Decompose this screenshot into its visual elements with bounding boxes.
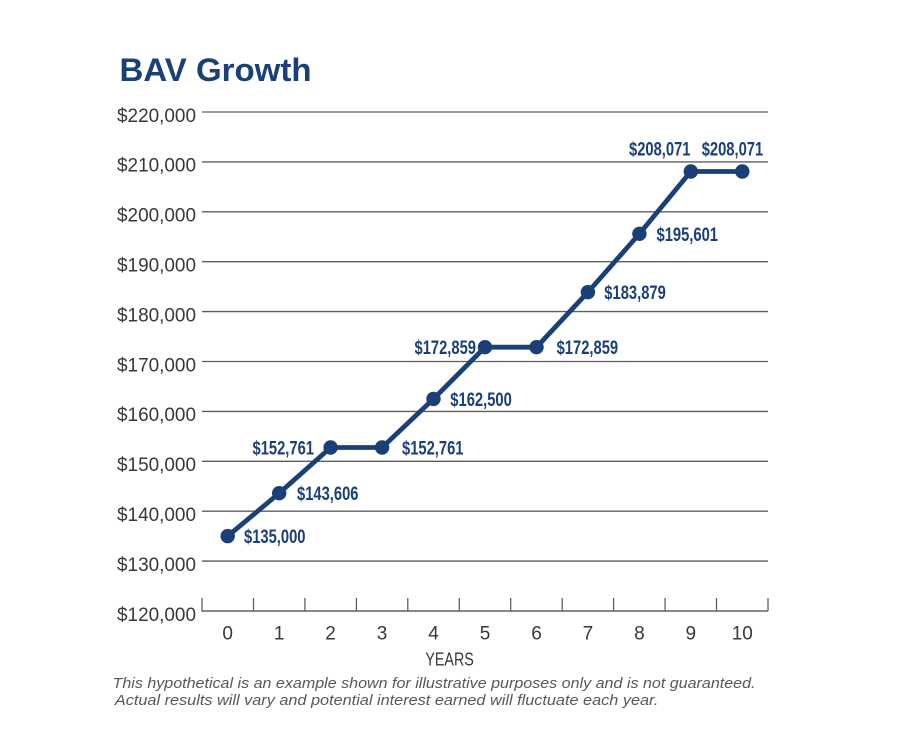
svg-text:6: 6 xyxy=(531,624,542,645)
svg-text:$140,000: $140,000 xyxy=(117,505,196,526)
svg-text:$152,761: $152,761 xyxy=(253,439,315,460)
svg-text:$200,000: $200,000 xyxy=(117,206,196,227)
svg-text:7: 7 xyxy=(583,624,594,645)
svg-text:4: 4 xyxy=(428,624,439,645)
svg-text:2: 2 xyxy=(325,624,336,645)
svg-text:$210,000: $210,000 xyxy=(117,156,196,177)
svg-text:$162,500: $162,500 xyxy=(450,390,512,411)
svg-text:$195,601: $195,601 xyxy=(657,225,719,246)
svg-text:$152,761: $152,761 xyxy=(402,439,464,460)
svg-text:BAV Growth: BAV Growth xyxy=(120,52,312,88)
svg-text:$172,859: $172,859 xyxy=(415,338,477,359)
svg-text:$150,000: $150,000 xyxy=(117,455,196,476)
svg-text:9: 9 xyxy=(686,624,697,645)
svg-text:$208,071: $208,071 xyxy=(629,140,691,161)
svg-text:$143,606: $143,606 xyxy=(297,484,359,505)
svg-text:$190,000: $190,000 xyxy=(117,256,196,277)
svg-text:$135,000: $135,000 xyxy=(244,527,306,548)
svg-text:1: 1 xyxy=(274,624,285,645)
svg-text:$130,000: $130,000 xyxy=(117,555,196,576)
svg-text:This hypothetical is an exampl: This hypothetical is an example shown fo… xyxy=(113,676,756,692)
svg-text:5: 5 xyxy=(480,624,491,645)
svg-text:$220,000: $220,000 xyxy=(117,106,196,127)
svg-text:$172,859: $172,859 xyxy=(557,338,619,359)
svg-text:$208,071: $208,071 xyxy=(702,140,764,161)
svg-text:$170,000: $170,000 xyxy=(117,355,196,376)
svg-text:0: 0 xyxy=(222,624,233,645)
svg-text:Actual results will vary and p: Actual results will vary and potential i… xyxy=(114,693,659,709)
svg-text:$160,000: $160,000 xyxy=(117,405,196,426)
svg-text:$120,000: $120,000 xyxy=(117,605,196,626)
svg-text:10: 10 xyxy=(732,624,753,645)
svg-text:$180,000: $180,000 xyxy=(117,305,196,326)
svg-text:8: 8 xyxy=(634,624,645,645)
svg-text:3: 3 xyxy=(377,624,388,645)
svg-text:$183,879: $183,879 xyxy=(604,283,666,304)
svg-text:YEARS: YEARS xyxy=(425,649,474,669)
